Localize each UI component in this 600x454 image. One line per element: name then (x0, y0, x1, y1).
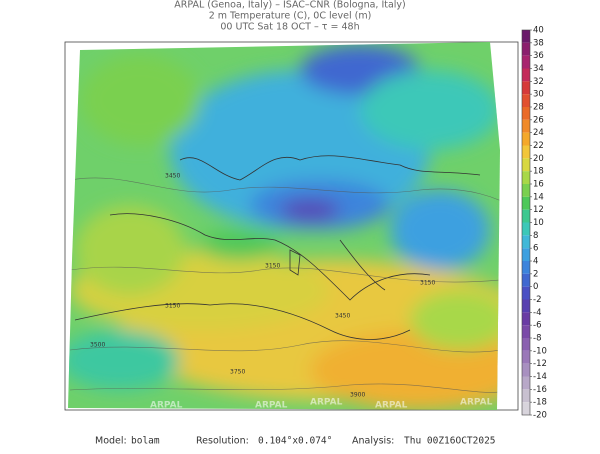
colorbar-segment (522, 261, 530, 274)
coastlines (74, 155, 481, 340)
contour-label: 3450 (165, 173, 180, 180)
colorbar-tick-label: -16 (533, 385, 547, 395)
colorbar-tick-label: -6 (533, 321, 541, 331)
colorbar-tick-label: 22 (533, 141, 544, 151)
colorbar-tick-label: -18 (533, 398, 547, 408)
contour-label: 3500 (90, 342, 105, 349)
contour-label: 3750 (230, 369, 245, 376)
colorbar-segment (522, 325, 530, 338)
watermark: ARPAL (460, 398, 493, 408)
footer-value: Thu 00Z16OCT2025 (404, 436, 496, 447)
colorbar-tick-label: 26 (533, 115, 544, 125)
colorbar-tick-label: -10 (533, 346, 547, 356)
colorbar-tick-label: -8 (533, 334, 541, 344)
colorbar-segment (522, 363, 530, 377)
colorbar-tick-label: 0 (533, 282, 538, 292)
colorbar-segment (522, 299, 530, 313)
colorbar-tick-label: 8 (533, 231, 538, 241)
footer-label: Analysis: (352, 436, 394, 447)
colorbar-segment (522, 158, 530, 172)
colorbar-segment (522, 196, 530, 210)
watermark: ARPAL (150, 401, 183, 411)
footer-label: Model: (95, 436, 127, 447)
colorbar-tick-label: 4 (533, 257, 538, 267)
colorbar-segment (522, 248, 530, 261)
colorbar-tick-label: 18 (533, 167, 544, 177)
watermark: ARPAL (310, 398, 343, 408)
colorbar-segment (522, 286, 530, 300)
colorbar-tick-label: 30 (533, 90, 544, 100)
colorbar-tick-label: 16 (533, 180, 544, 190)
colorbar-tick-label: 2 (533, 269, 538, 279)
colorbar-tick-label: 20 (533, 154, 544, 164)
colorbar-segment (522, 389, 530, 403)
header-line: 2 m Temperature (C), 0C level (m) (209, 11, 372, 22)
colorbar-segment (522, 402, 530, 415)
footer-label: Resolution: (196, 436, 249, 447)
colorbar-segment (522, 145, 530, 159)
colorbar-segment (522, 119, 530, 133)
colorbar-tick-label: 6 (533, 244, 538, 254)
colorbar-segment (522, 55, 530, 69)
colorbar-segment (522, 132, 530, 146)
colorbar-tick-label: -2 (533, 295, 541, 305)
contour-label: 3150 (265, 263, 280, 270)
colorbar-tick-label: 12 (533, 205, 544, 215)
header-line: ARPAL (Genoa, Italy) – ISAC–CNR (Bologna… (174, 0, 406, 11)
colorbar-segment (522, 184, 530, 197)
colorbar-tick-label: 32 (533, 77, 544, 87)
colorbar-segment (522, 338, 530, 351)
colorbar-segment (522, 222, 530, 236)
colorbar-tick-label: 34 (533, 64, 544, 74)
header-line: 00 UTC Sat 18 OCT – τ = 48h (220, 22, 359, 33)
colorbar-frame (521, 29, 531, 416)
colorbar-tick-label: -14 (533, 372, 547, 382)
contours (69, 177, 500, 393)
colorbar-segment (522, 209, 530, 223)
colorbar-tick-label: 38 (533, 38, 544, 48)
contour-labels: 3450 3150 3500 3150 3450 3750 3900 3150 (90, 173, 435, 399)
colorbar-segment (522, 81, 530, 95)
colorbar-segment (522, 107, 530, 120)
colorbar-tick-label: -20 (533, 411, 547, 421)
temperature-field (68, 42, 500, 410)
footer-value: bolam (131, 436, 160, 447)
colorbar-tick-label: 14 (533, 192, 544, 202)
colorbar-tick-label: 10 (533, 218, 544, 228)
watermarks: ARPAL ARPAL ARPAL ARPAL ARPAL (150, 398, 493, 411)
colorbar-segment (522, 350, 530, 364)
contour-label: 3150 (420, 280, 435, 287)
footer-value: 0.104°x0.074° (258, 436, 332, 447)
colorbar-segment (522, 171, 530, 184)
contour-label: 3900 (350, 392, 365, 399)
colorbar-segment (522, 94, 530, 107)
colorbar-segment (522, 30, 530, 43)
colorbar-tick-label: 24 (533, 128, 544, 138)
colorbar: 4038363432302826242220181614121086420-2-… (521, 26, 547, 421)
colorbar-segment (522, 312, 530, 326)
colorbar-segment (522, 273, 530, 287)
colorbar-tick-label: -12 (533, 359, 547, 369)
contour-label: 3150 (165, 303, 180, 310)
colorbar-tick-label: 28 (533, 103, 544, 113)
colorbar-segment (522, 235, 530, 249)
colorbar-tick-label: -4 (533, 308, 541, 318)
colorbar-segment (522, 42, 530, 56)
colorbar-segment (522, 68, 530, 82)
watermark: ARPAL (255, 401, 288, 411)
colorbar-tick-label: 36 (533, 51, 544, 61)
contour-label: 3450 (335, 313, 350, 320)
colorbar-segment (522, 376, 530, 390)
map (64, 41, 519, 411)
colorbar-tick-label: 40 (533, 26, 544, 36)
watermark: ARPAL (375, 401, 408, 411)
